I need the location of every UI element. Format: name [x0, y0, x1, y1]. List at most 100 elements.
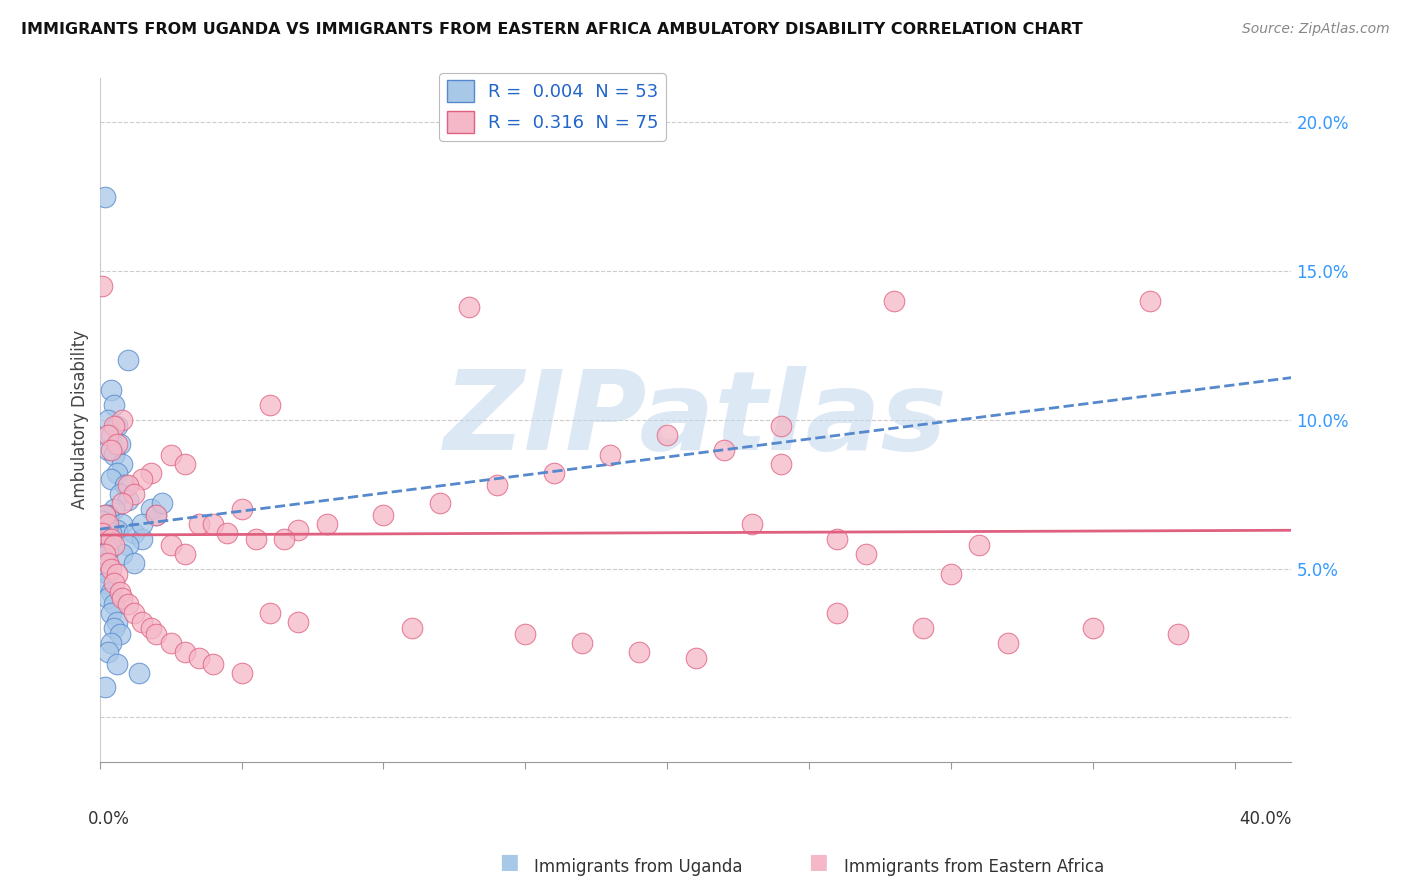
Point [91, 532, 114, 546]
Point [111, 516, 134, 531]
Point [117, 538, 139, 552]
Point [117, 353, 139, 368]
Point [105, 615, 128, 629]
Text: Source: ZipAtlas.com: Source: ZipAtlas.com [1241, 22, 1389, 37]
Point [855, 547, 877, 561]
Point [315, 516, 337, 531]
Point [97, 442, 120, 457]
Point [122, 525, 145, 540]
Point [373, 508, 395, 522]
Point [145, 508, 167, 522]
Point [515, 627, 537, 641]
Point [202, 516, 225, 531]
Point [599, 449, 621, 463]
Point [100, 636, 122, 650]
Point [111, 591, 134, 606]
Point [273, 532, 295, 546]
Point [105, 523, 128, 537]
Point [97, 516, 120, 531]
Point [94, 508, 117, 522]
Point [657, 427, 679, 442]
Point [100, 472, 122, 486]
Point [103, 398, 125, 412]
Text: ■: ■ [808, 853, 828, 872]
Point [911, 621, 934, 635]
Text: ZIPatlas: ZIPatlas [444, 367, 948, 474]
Point [94, 538, 117, 552]
Point [108, 585, 131, 599]
Point [827, 532, 849, 546]
Point [401, 621, 423, 635]
Point [114, 478, 136, 492]
Point [94, 189, 117, 203]
Point [94, 547, 117, 561]
Point [100, 383, 122, 397]
Point [94, 508, 117, 522]
Point [105, 467, 128, 481]
Point [97, 591, 120, 606]
Point [117, 597, 139, 611]
Point [128, 665, 150, 680]
Point [97, 567, 120, 582]
Point [94, 556, 117, 570]
Point [131, 615, 153, 629]
Text: Immigrants from Eastern Africa: Immigrants from Eastern Africa [844, 858, 1104, 876]
Point [117, 478, 139, 492]
Point [883, 293, 905, 308]
Point [627, 645, 650, 659]
Point [131, 516, 153, 531]
Point [105, 436, 128, 450]
Point [105, 657, 128, 671]
Point [131, 472, 153, 486]
Legend: R =  0.004  N = 53, R =  0.316  N = 75: R = 0.004 N = 53, R = 0.316 N = 75 [439, 73, 666, 141]
Point [939, 567, 962, 582]
Point [1081, 621, 1104, 635]
Point [145, 627, 167, 641]
Point [100, 427, 122, 442]
Point [259, 398, 281, 412]
Point [100, 442, 122, 457]
Point [103, 418, 125, 433]
Point [287, 523, 309, 537]
Point [1139, 293, 1161, 308]
Point [100, 525, 122, 540]
Point [108, 436, 131, 450]
Point [91, 549, 114, 564]
Point [122, 606, 145, 620]
Point [122, 556, 145, 570]
Point [91, 525, 114, 540]
Point [103, 449, 125, 463]
Point [103, 538, 125, 552]
Point [105, 418, 128, 433]
Point [91, 561, 114, 575]
Point [457, 300, 479, 314]
Point [117, 493, 139, 508]
Point [91, 514, 114, 528]
Point [97, 508, 120, 522]
Point [969, 538, 991, 552]
Point [173, 458, 195, 472]
Point [571, 636, 593, 650]
Point [827, 606, 849, 620]
Point [91, 279, 114, 293]
Point [97, 427, 120, 442]
Point [202, 657, 225, 671]
Point [103, 502, 125, 516]
Point [94, 681, 117, 695]
Point [97, 413, 120, 427]
Point [108, 627, 131, 641]
Point [111, 458, 134, 472]
Point [139, 621, 162, 635]
Text: IMMIGRANTS FROM UGANDA VS IMMIGRANTS FROM EASTERN AFRICA AMBULATORY DISABILITY C: IMMIGRANTS FROM UGANDA VS IMMIGRANTS FRO… [21, 22, 1083, 37]
Point [103, 621, 125, 635]
Point [287, 615, 309, 629]
Point [769, 418, 792, 433]
Point [543, 467, 565, 481]
Point [100, 561, 122, 575]
Text: Immigrants from Uganda: Immigrants from Uganda [534, 858, 742, 876]
Point [108, 487, 131, 501]
Point [159, 538, 181, 552]
Point [769, 458, 792, 472]
Point [188, 650, 211, 665]
Point [173, 645, 195, 659]
